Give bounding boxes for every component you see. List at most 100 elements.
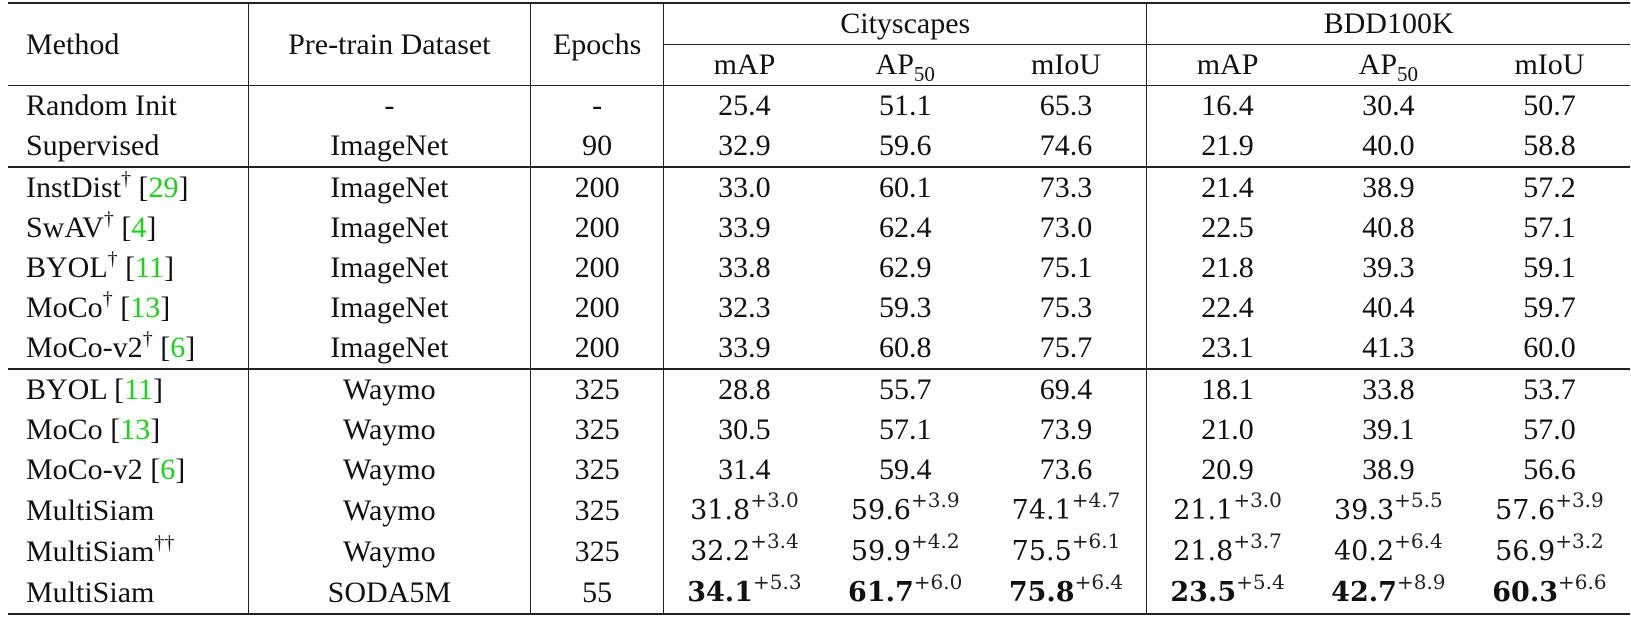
metric-value-cell: 73.9: [986, 410, 1147, 450]
metric-value: 59.3: [878, 291, 932, 324]
dagger-mark: ††: [154, 531, 175, 554]
metric-value: 40.2: [1334, 536, 1395, 567]
epochs-cell: 325: [530, 410, 664, 450]
metric-value: 30.4: [1362, 89, 1415, 122]
citation-link[interactable]: 6: [160, 453, 176, 486]
metric-value-cell: 21.1+3.0: [1146, 490, 1308, 531]
header-metric: mIoU: [986, 45, 1147, 86]
metric-value-cell: 65.3: [986, 86, 1147, 127]
metric-value: 75.3: [1039, 291, 1093, 324]
dataset-cell: ImageNet: [247, 248, 531, 288]
citation-link[interactable]: 13: [120, 413, 151, 446]
method-name: BYOL: [26, 373, 107, 406]
metric-value-cell: 60.3+6.6: [1469, 572, 1630, 614]
dataset-cell: SODA5M: [247, 572, 531, 614]
dataset-cell: Waymo: [247, 410, 531, 450]
epochs-cell: 90: [530, 126, 664, 167]
citation-link[interactable]: 11: [135, 251, 165, 284]
metric-value-cell: 59.9+4.2: [825, 531, 986, 572]
metric-value: 73.9: [1039, 413, 1093, 446]
metric-value: 23.5: [1170, 577, 1237, 608]
results-table-container: Method Pre-train Dataset Epochs Cityscap…: [8, 2, 1630, 615]
metric-value: 38.9: [1362, 171, 1415, 204]
metric-value: 69.4: [1039, 373, 1093, 406]
table-row: InstDist† [29] ImageNet 200 33.0 60.1 73.3 21.…: [8, 167, 1630, 208]
metric-label: mIoU: [1031, 48, 1101, 81]
metric-value-cell: 31.8+3.0: [663, 488, 825, 531]
table-row: MultiSiam†† Waymo 325 32.2+3.4 59.9+4.2 75.5+…: [8, 531, 1630, 572]
epochs-cell: 325: [530, 531, 664, 572]
metric-value-cell: 23.5+5.4: [1146, 572, 1308, 614]
metric-value-cell: 59.7: [1469, 288, 1630, 328]
table-row: BYOL† [11] ImageNet 200 33.8 62.9 75.1 21.8 39.…: [8, 248, 1630, 288]
metric-value: 59.6: [878, 129, 932, 162]
metric-value-cell: 18.1: [1146, 369, 1308, 410]
citation: [11]: [117, 251, 175, 284]
metric-value: 60.1: [878, 171, 932, 204]
metric-value: 56.9: [1495, 536, 1556, 567]
improvement-delta: +3.7: [1233, 529, 1282, 553]
method-name: MultiSiam: [26, 493, 155, 527]
metric-value: 59.4: [878, 453, 932, 486]
dataset-cell: ImageNet: [247, 328, 531, 369]
improvement-delta: +4.7: [1071, 488, 1121, 512]
dagger-mark: †: [102, 288, 113, 310]
method-name: MoCo: [26, 291, 103, 324]
metric-value-cell: 75.7: [986, 328, 1147, 369]
metric-value-cell: 34.1+5.3: [663, 572, 825, 614]
metric-value: 61.7: [848, 577, 914, 608]
citation-link[interactable]: 6: [170, 331, 186, 364]
metric-value: 59.6: [850, 495, 911, 526]
metric-value: 73.3: [1039, 171, 1093, 204]
metric-value-cell: 57.1: [825, 410, 986, 450]
citation-link[interactable]: 29: [148, 171, 179, 204]
metric-value-cell: 60.0: [1469, 328, 1630, 369]
epochs-cell: 200: [530, 248, 664, 288]
metric-value-cell: 38.9: [1308, 450, 1469, 490]
metric-value: 32.9: [718, 129, 771, 162]
method-cell: InstDist† [29]: [8, 167, 248, 208]
header-group-cityscapes: Cityscapes: [663, 3, 1147, 45]
method-cell: BYOL† [11]: [8, 248, 248, 288]
improvement-delta: +3.0: [750, 488, 799, 512]
epochs-cell: 200: [530, 328, 664, 369]
metric-value-cell: 21.8+3.7: [1146, 529, 1308, 572]
dataset-cell: ImageNet: [247, 126, 531, 167]
table-row: Supervised ImageNet 90 32.9 59.6 74.6 21.9 40.0…: [8, 126, 1630, 167]
metric-value: 21.8: [1201, 251, 1254, 284]
metric-value: 39.3: [1334, 495, 1395, 526]
metric-value-cell: 74.1+4.7: [986, 490, 1147, 531]
metric-value: 40.4: [1362, 291, 1415, 324]
metric-value: 28.8: [718, 373, 771, 406]
metric-value: 53.7: [1523, 373, 1576, 406]
metric-value: 22.4: [1201, 291, 1254, 324]
method-cell: MoCo† [13]: [8, 288, 248, 328]
header-group-bdd100k: BDD100K: [1146, 3, 1630, 45]
metric-value-cell: 33.8: [1308, 369, 1469, 410]
metric-value: 21.4: [1201, 171, 1254, 204]
method-name: MoCo: [26, 413, 103, 446]
metric-value: 50.7: [1523, 89, 1576, 122]
improvement-delta: +8.9: [1396, 570, 1446, 594]
metric-value: 41.3: [1362, 331, 1415, 364]
dataset-cell: ImageNet: [247, 208, 531, 248]
metric-label: mIoU: [1514, 48, 1585, 81]
improvement-delta: +6.6: [1558, 570, 1607, 594]
citation-link[interactable]: 13: [130, 291, 161, 324]
dagger-mark: †: [142, 328, 153, 350]
method-cell: BYOL [11]: [8, 369, 248, 410]
epochs-cell: 200: [530, 288, 664, 328]
metric-value-cell: 39.1: [1308, 410, 1469, 450]
method-name: MoCo-v2: [26, 331, 143, 364]
citation-link[interactable]: 11: [124, 373, 153, 406]
metric-value-cell: 75.5+6.1: [986, 531, 1147, 572]
table-row: Random Init - - 25.4 51.1 65.3 16.4 30.4 50.7: [8, 85, 1630, 127]
header-metric: mAP: [1146, 44, 1308, 86]
metric-value-cell: 32.9: [663, 126, 825, 167]
dagger-mark: †: [121, 168, 132, 190]
citation: [13]: [112, 291, 171, 324]
citation: [29]: [131, 171, 189, 204]
citation-link[interactable]: 4: [131, 211, 147, 244]
dataset-cell: ImageNet: [247, 288, 531, 328]
metric-value-cell: 59.3: [825, 288, 986, 328]
